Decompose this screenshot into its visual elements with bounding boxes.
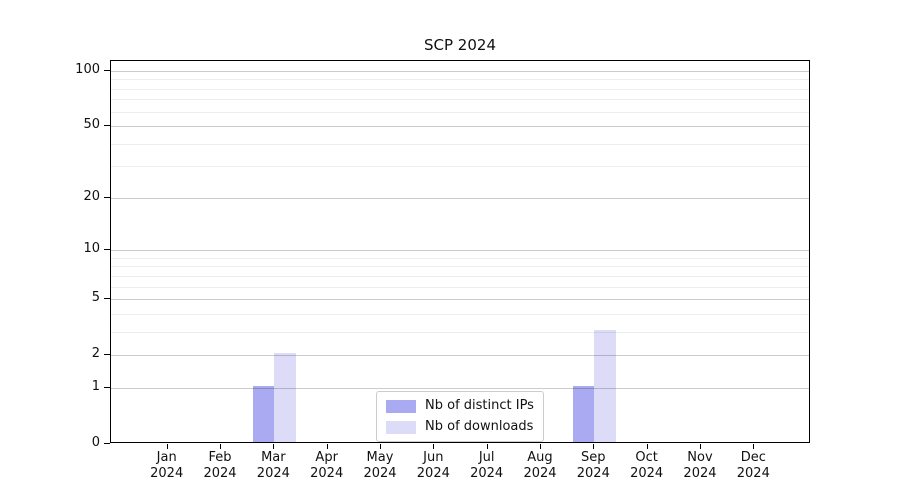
x-tick-mark [699, 444, 701, 449]
x-tick-label: Nov 2024 [665, 450, 735, 482]
x-tick-year: 2024 [310, 466, 344, 481]
x-tick-label: May 2024 [345, 450, 415, 482]
minor-gridline [111, 88, 809, 90]
y-tick-mark [104, 125, 110, 127]
bar-downloads [594, 329, 616, 442]
legend-swatch [386, 420, 416, 434]
x-tick-label: Dec 2024 [718, 450, 788, 482]
major-gridline [111, 197, 809, 199]
x-tick-label: Mar 2024 [238, 450, 308, 482]
x-tick-month: Jul [478, 450, 495, 465]
plot-area [110, 60, 810, 443]
x-tick-mark [380, 444, 381, 449]
x-tick-month: Apr [315, 450, 338, 465]
minor-gridline [111, 286, 809, 288]
y-tick-label: 2 [91, 346, 100, 362]
major-gridline [111, 299, 809, 301]
bar-downloads [274, 353, 296, 442]
bar-distinct-ips [572, 385, 595, 442]
y-tick-mark [104, 354, 110, 356]
x-tick-year: 2024 [736, 466, 770, 481]
y-tick-mark [104, 386, 110, 388]
x-tick-mark [539, 444, 541, 449]
x-tick-mark [273, 444, 275, 449]
x-tick-month: Dec [740, 450, 766, 465]
x-tick-mark [433, 444, 435, 449]
minor-gridline [111, 79, 809, 81]
y-tick-label: 20 [83, 188, 100, 204]
x-tick-label: Apr 2024 [292, 450, 362, 482]
x-tick-mark [326, 444, 328, 449]
legend-swatch [386, 399, 416, 413]
x-tick-month: Nov [687, 450, 713, 465]
legend: Nb of distinct IPs Nb of downloads [376, 391, 544, 442]
major-gridline [111, 71, 809, 72]
x-tick-label: Aug 2024 [505, 450, 575, 482]
x-tick-month: Sep [581, 450, 606, 465]
y-tick-label: 10 [83, 241, 100, 257]
major-gridline [111, 387, 809, 389]
y-tick-mark [104, 196, 110, 198]
x-tick-label: Jul 2024 [452, 450, 522, 482]
minor-gridline [111, 331, 809, 333]
y-tick-mark [104, 249, 110, 251]
x-tick-year: 2024 [203, 466, 237, 481]
minor-gridline [111, 111, 809, 113]
chart-title: SCP 2024 [424, 36, 496, 54]
legend-entry-downloads: Nb of downloads [386, 419, 534, 435]
x-tick-year: 2024 [416, 466, 450, 481]
major-gridline [111, 250, 809, 252]
x-tick-month: Aug [527, 450, 553, 465]
x-tick-year: 2024 [523, 466, 557, 481]
y-tick-label: 50 [83, 117, 100, 133]
x-tick-mark [646, 444, 648, 449]
minor-gridline [111, 266, 809, 268]
x-tick-mark [166, 444, 168, 449]
y-tick-label: 0 [91, 435, 100, 450]
x-tick-month: Feb [208, 450, 232, 465]
x-tick-label: Sep 2024 [558, 450, 628, 482]
x-tick-month: Jun [423, 450, 444, 465]
x-tick-label: Oct 2024 [612, 450, 682, 482]
minor-gridline [111, 275, 809, 277]
legend-label: Nb of distinct IPs [425, 398, 534, 413]
x-tick-year: 2024 [470, 466, 504, 481]
y-tick-label: 5 [91, 290, 100, 306]
minor-gridline [111, 99, 809, 101]
x-tick-month: May [366, 450, 394, 465]
minor-gridline [111, 166, 809, 168]
minor-gridline [111, 143, 809, 145]
x-tick-year: 2024 [150, 466, 184, 481]
x-tick-label: Jun 2024 [398, 450, 468, 482]
major-gridline [111, 355, 809, 357]
y-tick-mark [104, 443, 110, 444]
x-tick-year: 2024 [576, 466, 610, 481]
y-tick-label: 1 [91, 378, 100, 394]
minor-gridline [111, 313, 809, 315]
x-tick-mark [486, 444, 488, 449]
y-tick-mark [104, 298, 110, 300]
x-tick-mark [220, 444, 222, 449]
x-tick-mark [593, 444, 595, 449]
y-tick-mark [104, 70, 110, 71]
x-tick-year: 2024 [630, 466, 664, 481]
minor-gridline [111, 257, 809, 259]
x-tick-year: 2024 [683, 466, 717, 481]
legend-entry-distinct-ips: Nb of distinct IPs [386, 398, 534, 414]
y-tick-label: 100 [75, 62, 100, 77]
bar-distinct-ips [253, 385, 275, 442]
legend-label: Nb of downloads [425, 419, 534, 434]
x-tick-month: Jan [156, 450, 177, 465]
x-tick-month: Oct [635, 450, 658, 465]
x-tick-month: Mar [261, 450, 286, 465]
x-tick-label: Jan 2024 [132, 450, 202, 482]
x-tick-year: 2024 [363, 466, 397, 481]
major-gridline [111, 126, 809, 128]
x-tick-year: 2024 [256, 466, 290, 481]
x-tick-label: Feb 2024 [185, 450, 255, 482]
x-tick-mark [753, 444, 755, 449]
